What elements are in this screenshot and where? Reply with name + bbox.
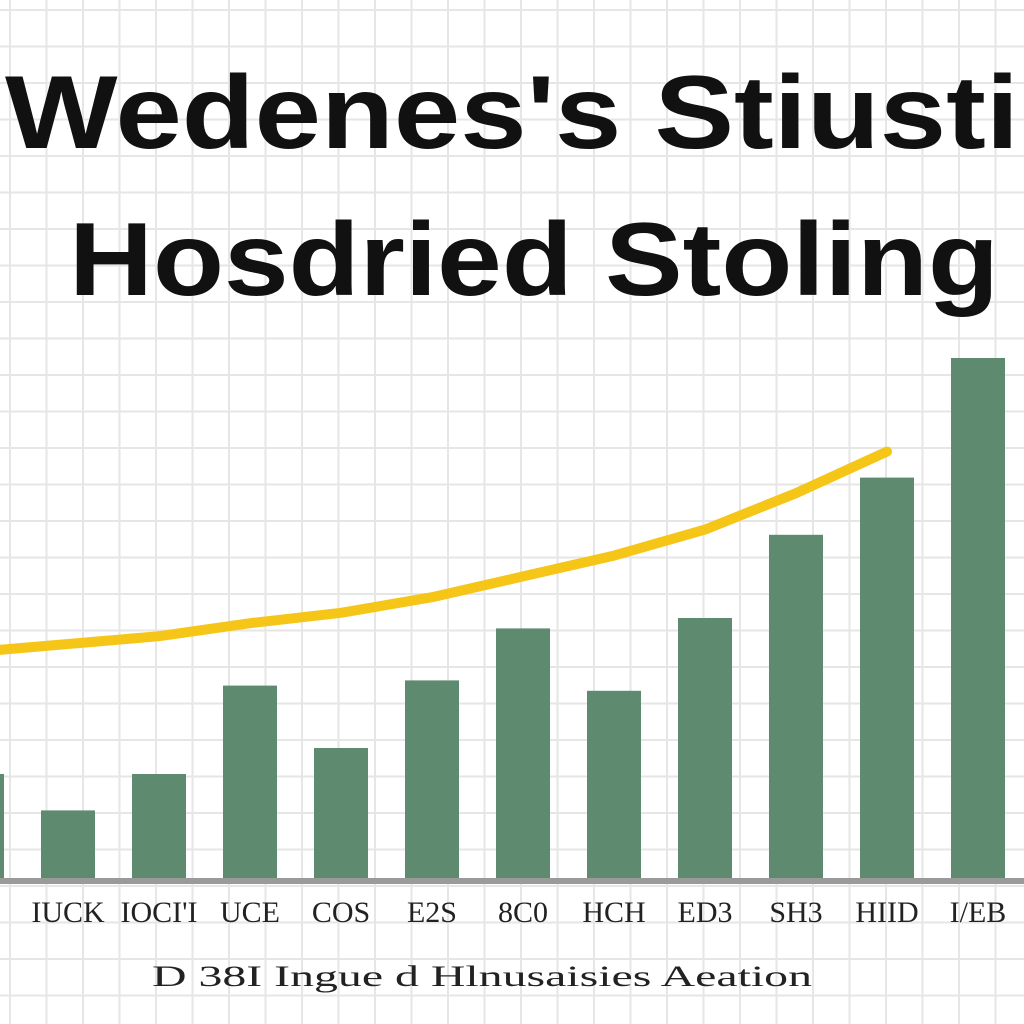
bar bbox=[405, 680, 459, 878]
bar bbox=[41, 810, 95, 878]
x-tick-label: COS bbox=[312, 896, 370, 929]
bar bbox=[769, 534, 823, 878]
x-tick-label: HIID bbox=[855, 896, 918, 929]
trend-line bbox=[0, 446, 892, 655]
x-tick-label: E2S bbox=[407, 896, 457, 929]
bar bbox=[132, 774, 186, 878]
x-axis-label: D 38I Ingue d Hlnusaisies Aeation bbox=[152, 960, 812, 993]
chart-subtitle: Hosdried Stoling bbox=[69, 202, 999, 318]
bar bbox=[860, 477, 914, 878]
chart-title: Wedenes's Stiusti bbox=[5, 55, 1019, 171]
bar bbox=[0, 774, 4, 878]
x-tick-label: HCH bbox=[582, 896, 645, 929]
bar bbox=[223, 685, 277, 878]
x-tick-label: I/EB bbox=[950, 896, 1007, 929]
x-tick-label: UCE bbox=[220, 896, 280, 929]
bar bbox=[951, 358, 1005, 878]
x-tick-label: SH3 bbox=[769, 896, 822, 929]
x-tick-label: ED3 bbox=[678, 896, 733, 929]
bar bbox=[496, 628, 550, 878]
bar bbox=[678, 618, 732, 878]
x-tick-label: IUCK bbox=[31, 896, 105, 929]
x-tick-label: 8C0 bbox=[498, 896, 548, 929]
x-tick-label: IOCI'I bbox=[120, 896, 197, 929]
bar bbox=[314, 748, 368, 878]
bar bbox=[587, 690, 641, 878]
